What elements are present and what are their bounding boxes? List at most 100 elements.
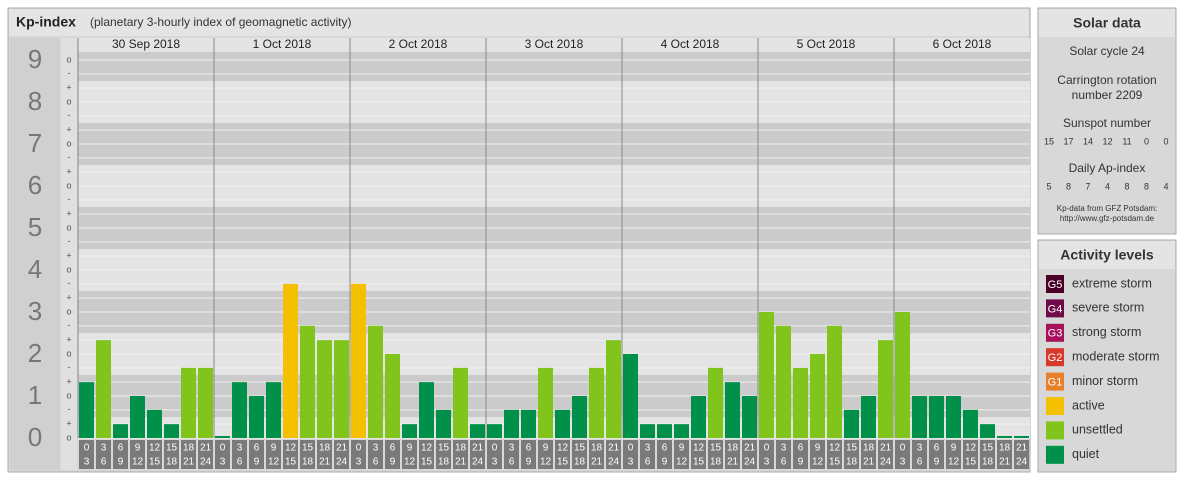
bar <box>929 396 944 438</box>
levels-title: Activity levels <box>1060 247 1154 263</box>
y-tick-label: 4 <box>28 254 42 284</box>
minor-tick-label: - <box>68 68 71 78</box>
legend-code: G3 <box>1048 328 1063 340</box>
hour-label: 9 <box>271 443 277 454</box>
hour-box <box>1014 440 1029 469</box>
day-label: 5 Oct 2018 <box>797 37 856 51</box>
legend-label: quiet <box>1072 447 1100 461</box>
hour-label: 21 <box>744 443 756 454</box>
hour-label: 18 <box>319 443 331 454</box>
hour-box <box>487 440 502 469</box>
y-tick-label: 3 <box>28 296 42 326</box>
bar <box>215 436 230 438</box>
legend-label: unsettled <box>1072 423 1123 437</box>
hour-label: 12 <box>812 457 824 468</box>
bar <box>198 367 213 438</box>
day-header <box>78 38 214 52</box>
hour-label: 12 <box>421 443 433 454</box>
day-header <box>758 38 894 52</box>
hour-label: 3 <box>509 443 515 454</box>
y-tick-label: 7 <box>28 128 42 158</box>
bar <box>453 367 468 438</box>
hour-label: 18 <box>183 443 195 454</box>
y-tick-label: 6 <box>28 170 42 200</box>
hour-label: 0 <box>764 443 770 454</box>
hour-label: 21 <box>472 443 484 454</box>
sunspot-value: 12 <box>1102 136 1112 146</box>
bar <box>589 367 604 438</box>
hour-label: 3 <box>900 457 906 468</box>
bar <box>266 382 281 438</box>
bar <box>402 424 417 438</box>
hour-label: 3 <box>628 457 634 468</box>
minor-tick-label: o <box>66 306 71 316</box>
hour-box <box>912 440 927 469</box>
hour-label: 6 <box>934 443 940 454</box>
hour-box <box>793 440 808 469</box>
hour-label: 15 <box>982 443 994 454</box>
bar <box>895 312 910 438</box>
hour-label: 6 <box>798 443 804 454</box>
minor-tick-label: + <box>66 209 71 219</box>
minor-tick-label: o <box>66 222 71 232</box>
hour-label: 12 <box>693 443 705 454</box>
hour-label: 15 <box>149 457 161 468</box>
hour-label: 6 <box>526 443 532 454</box>
bar <box>776 325 791 438</box>
bar <box>521 409 536 438</box>
bar <box>470 424 485 438</box>
bar <box>963 409 978 438</box>
day-header <box>894 38 1030 52</box>
hour-box <box>623 440 638 469</box>
hour-label: 15 <box>421 457 433 468</box>
hour-label: 15 <box>302 443 314 454</box>
hour-label: 3 <box>237 443 243 454</box>
minor-tick-label: + <box>66 377 71 387</box>
hour-label: 15 <box>285 457 297 468</box>
minor-tick-label: o <box>66 348 71 358</box>
bar <box>538 367 553 438</box>
sunspot-value: 17 <box>1063 136 1073 146</box>
bar <box>436 409 451 438</box>
hour-label: 12 <box>132 457 144 468</box>
bar <box>487 424 502 438</box>
levels-header <box>1039 241 1175 269</box>
hour-box <box>79 440 94 469</box>
hour-box <box>385 440 400 469</box>
bar <box>181 367 196 438</box>
hour-label: 21 <box>591 457 603 468</box>
day-label: 4 Oct 2018 <box>661 37 720 51</box>
bar <box>385 354 400 438</box>
hour-box <box>164 440 179 469</box>
legend-code: G4 <box>1048 303 1063 315</box>
hour-label: 9 <box>135 443 141 454</box>
ap-value: 8 <box>1124 181 1129 191</box>
hour-box <box>861 440 876 469</box>
hour-label: 6 <box>390 443 396 454</box>
minor-tick-label: + <box>66 419 71 429</box>
hour-label: 3 <box>645 443 651 454</box>
bar <box>793 367 808 438</box>
band <box>78 51 1030 81</box>
hour-label: 18 <box>999 443 1011 454</box>
hour-box <box>283 440 298 469</box>
minor-tick-label: - <box>68 362 71 372</box>
hour-label: 15 <box>557 457 569 468</box>
minor-tick-label: + <box>66 125 71 135</box>
bar <box>317 340 332 438</box>
hour-box <box>776 440 791 469</box>
solar-header <box>1039 9 1175 37</box>
bar <box>130 396 145 438</box>
hour-label: 24 <box>880 457 892 468</box>
minor-tick-label: - <box>68 236 71 246</box>
day-label: 3 Oct 2018 <box>525 37 584 51</box>
hour-label: 21 <box>183 457 195 468</box>
hour-label: 18 <box>727 443 739 454</box>
hour-box <box>606 440 621 469</box>
hour-box <box>402 440 417 469</box>
day-header <box>214 38 350 52</box>
solar-panel <box>1037 7 1177 235</box>
sunspot-value: 0 <box>1163 136 1168 146</box>
hour-label: 0 <box>220 443 226 454</box>
band <box>78 417 1030 438</box>
